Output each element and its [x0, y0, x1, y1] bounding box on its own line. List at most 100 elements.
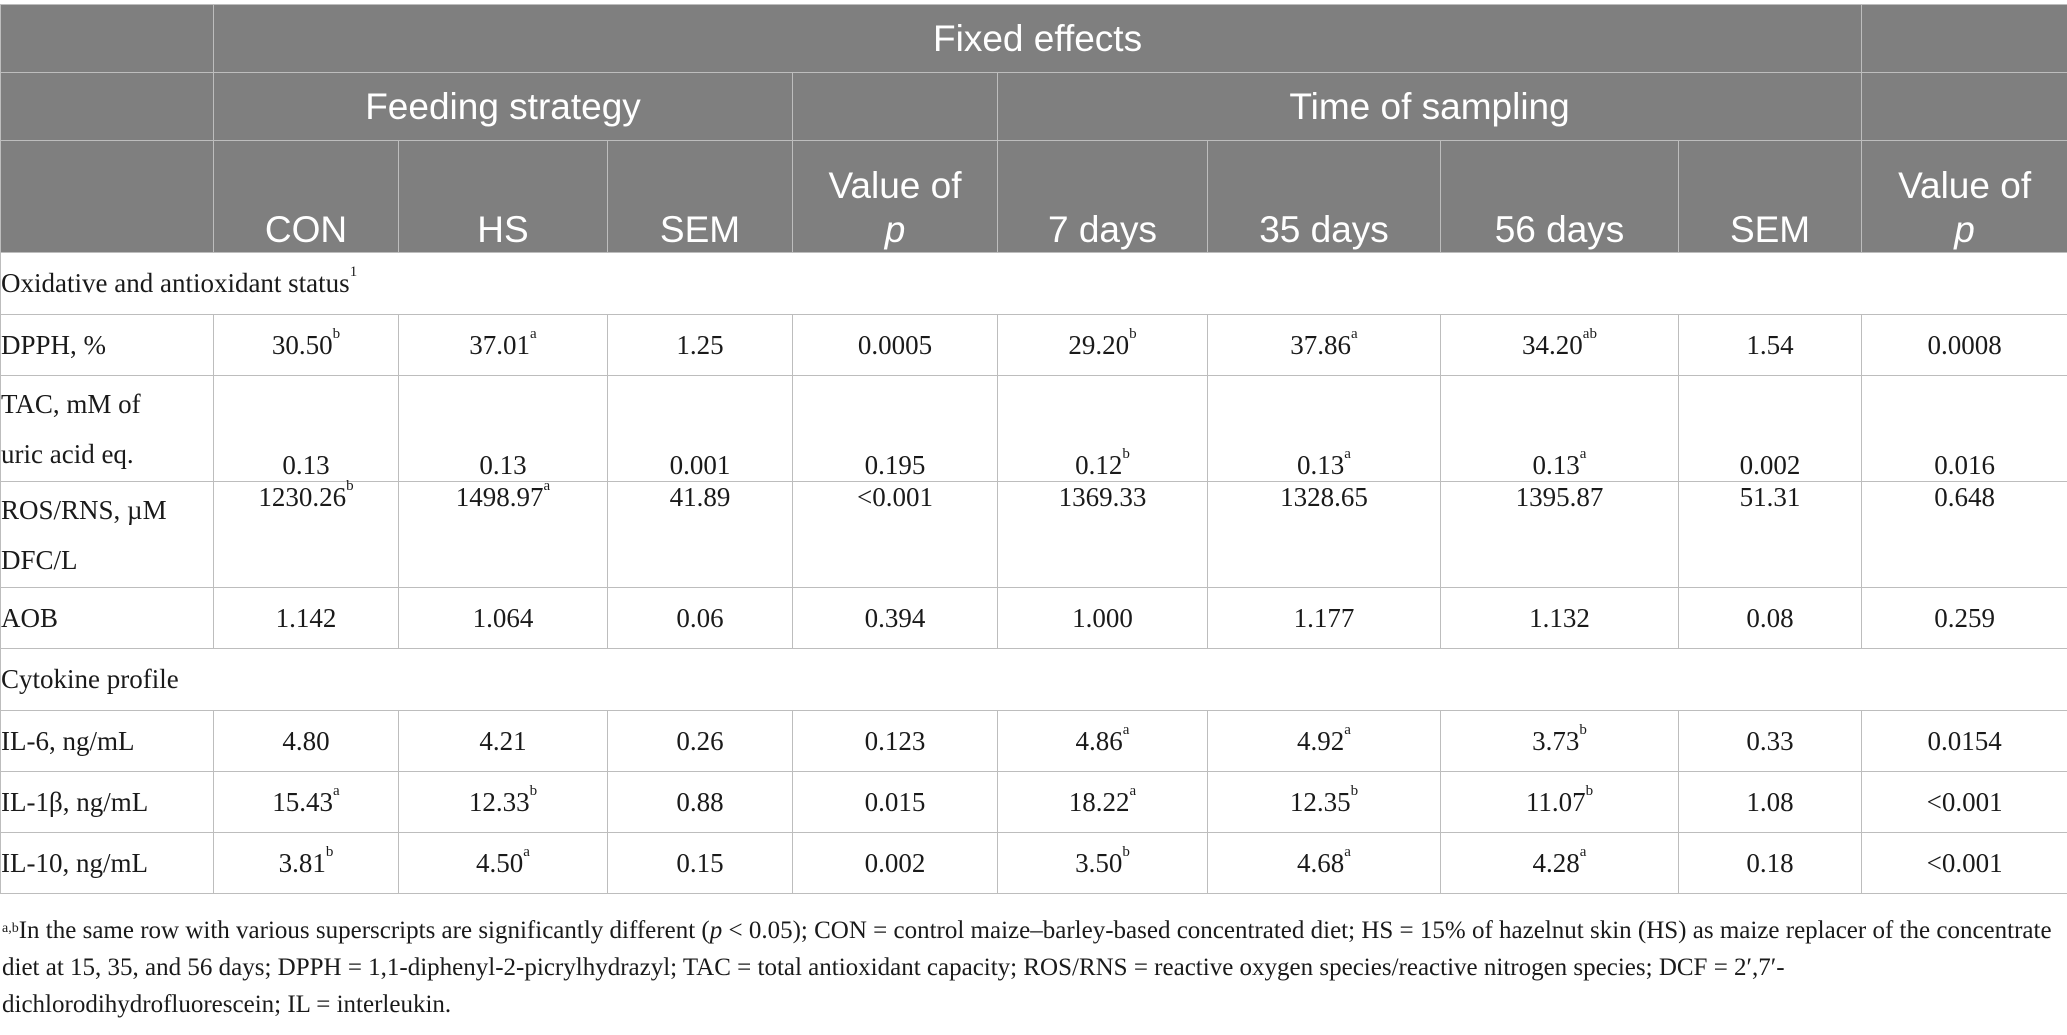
- cell-con: 1.142: [213, 587, 399, 649]
- cell-35-days: 4.92a: [1207, 710, 1441, 772]
- row-label: IL-6, ng/mL: [0, 710, 214, 772]
- row-label: DPPH, %: [0, 314, 214, 376]
- cell-con: 0.13: [213, 375, 399, 482]
- table-row-tac: TAC, mM of uric acid eq. 0.13 0.13 0.001 …: [0, 375, 2067, 482]
- cell-p-time: 0.0154: [1861, 710, 2067, 772]
- col-header-con: CON: [213, 140, 399, 253]
- cell-hs: 4.50a: [398, 832, 608, 894]
- table-row-ros-rns: ROS/RNS, µM DFC/L 1230.26b 1498.97a 41.89…: [0, 478, 2067, 588]
- cell-sem-feeding: 1.25: [607, 314, 793, 376]
- table-row-il10: IL-10, ng/mL 3.81b 4.50a 0.15 0.002 3.50…: [0, 832, 2067, 894]
- cell-35-days: 12.35b: [1207, 771, 1441, 833]
- table-footnote: a,bIn the same row with various superscr…: [2, 917, 2052, 1018]
- cell-hs: 1498.97a: [398, 478, 608, 588]
- table-row-il6: IL-6, ng/mL 4.80 4.21 0.26 0.123 4.86a 4…: [0, 710, 2067, 772]
- cell-7-days: 1369.33: [997, 481, 1208, 588]
- cell-sem-feeding: 0.001: [607, 375, 793, 482]
- cell-35-days: 4.68a: [1207, 832, 1441, 894]
- cell-hs: 4.21: [398, 710, 608, 772]
- cell-p-feeding: <0.001: [792, 481, 998, 588]
- cell-p-feeding: 0.195: [792, 375, 998, 482]
- row-label: TAC, mM of uric acid eq.: [0, 375, 214, 482]
- cell-con: 15.43a: [213, 771, 399, 833]
- col-header-value-of-p-time: Value of p: [1861, 140, 2067, 253]
- cell-sem-time: 1.08: [1677, 771, 1863, 833]
- header-blank-corner-2: [0, 72, 214, 141]
- cell-35-days: 1.177: [1207, 587, 1441, 649]
- cell-p-feeding: 0.002: [792, 832, 998, 894]
- cell-56-days: 11.07b: [1440, 771, 1679, 833]
- header-blank-mid: [792, 72, 998, 141]
- cell-p-time: <0.001: [1861, 771, 2067, 833]
- cell-p-time: 0.259: [1861, 587, 2067, 649]
- cell-56-days: 1395.87: [1440, 481, 1679, 588]
- header-fixed-effects: Fixed effects: [212, 4, 1863, 73]
- cell-sem-time: 0.002: [1677, 375, 1863, 482]
- row-label: AOB: [0, 587, 214, 649]
- fixed-effects-table: Fixed effects Feeding strategy Time of s…: [0, 4, 2067, 894]
- cell-sem-time: 0.18: [1677, 832, 1863, 894]
- table-row-il1b: IL-1β, ng/mL 15.43a 12.33b 0.88 0.015 18…: [0, 771, 2067, 833]
- row-label: IL-1β, ng/mL: [0, 771, 214, 833]
- cell-p-time: 0.016: [1861, 375, 2067, 482]
- header-blank-right: [1861, 4, 2067, 73]
- cell-p-time: 0.0008: [1861, 314, 2067, 376]
- cell-35-days: 0.13a: [1207, 375, 1441, 482]
- cell-7-days: 18.22a: [997, 771, 1208, 833]
- section-oxidative-antioxidant: Oxidative and antioxidant status1: [0, 252, 2067, 315]
- table-row-aob: AOB 1.142 1.064 0.06 0.394 1.000 1.177 1…: [0, 587, 2067, 649]
- col-header-value-of-p-feeding: Value of p: [792, 140, 998, 253]
- col-header-sem-time: SEM: [1677, 140, 1863, 253]
- cell-p-feeding: 0.0005: [792, 314, 998, 376]
- cell-p-time: <0.001: [1861, 832, 2067, 894]
- col-header-35-days: 35 days: [1207, 140, 1441, 253]
- row-label: ROS/RNS, µM DFC/L: [0, 481, 214, 588]
- col-header-7-days: 7 days: [997, 140, 1208, 253]
- cell-35-days: 1328.65: [1207, 481, 1441, 588]
- cell-con: 4.80: [213, 710, 399, 772]
- header-blank-right-2: [1861, 72, 2067, 141]
- cell-p-feeding: 0.015: [792, 771, 998, 833]
- cell-p-time: 0.648: [1861, 481, 2067, 588]
- cell-con: 30.50b: [213, 314, 399, 376]
- cell-con: 3.81b: [213, 832, 399, 894]
- cell-7-days: 1.000: [997, 587, 1208, 649]
- results-table-container: Fixed effects Feeding strategy Time of s…: [0, 4, 2067, 894]
- col-header-sem-feeding: SEM: [607, 140, 793, 253]
- cell-7-days: 29.20b: [997, 314, 1208, 376]
- cell-con: 1230.26b: [213, 478, 399, 588]
- cell-56-days: 0.13a: [1440, 375, 1679, 482]
- header-feeding-strategy: Feeding strategy: [213, 72, 793, 141]
- cell-sem-time: 51.31: [1677, 481, 1863, 588]
- cell-56-days: 34.20ab: [1440, 314, 1679, 376]
- table-row-dpph: DPPH, % 30.50b 37.01a 1.25 0.0005 29.20b…: [0, 314, 2067, 376]
- cell-7-days: 4.86a: [997, 710, 1208, 772]
- cell-hs: 37.01a: [398, 314, 608, 376]
- cell-sem-feeding: 41.89: [607, 481, 793, 588]
- cell-hs: 0.13: [398, 375, 608, 482]
- col-header-hs: HS: [398, 140, 608, 253]
- header-blank-corner: [0, 4, 214, 73]
- col-header-56-days: 56 days: [1440, 140, 1679, 253]
- header-time-of-sampling: Time of sampling: [996, 72, 1863, 141]
- cell-sem-feeding: 0.15: [607, 832, 793, 894]
- cell-56-days: 1.132: [1440, 587, 1679, 649]
- section-cytokine-profile: Cytokine profile: [0, 648, 2067, 711]
- cell-sem-time: 0.33: [1677, 710, 1863, 772]
- cell-p-feeding: 0.123: [792, 710, 998, 772]
- cell-7-days: 0.12b: [997, 375, 1208, 482]
- cell-sem-feeding: 0.06: [607, 587, 793, 649]
- cell-56-days: 4.28a: [1440, 832, 1679, 894]
- cell-7-days: 3.50b: [997, 832, 1208, 894]
- cell-sem-time: 1.54: [1677, 314, 1863, 376]
- cell-56-days: 3.73b: [1440, 710, 1679, 772]
- cell-sem-feeding: 0.88: [607, 771, 793, 833]
- cell-sem-feeding: 0.26: [607, 710, 793, 772]
- cell-35-days: 37.86a: [1207, 314, 1441, 376]
- cell-hs: 1.064: [398, 587, 608, 649]
- header-blank-corner-3: [0, 140, 214, 253]
- row-label: IL-10, ng/mL: [0, 832, 214, 894]
- cell-hs: 12.33b: [398, 771, 608, 833]
- cell-p-feeding: 0.394: [792, 587, 998, 649]
- cell-sem-time: 0.08: [1677, 587, 1863, 649]
